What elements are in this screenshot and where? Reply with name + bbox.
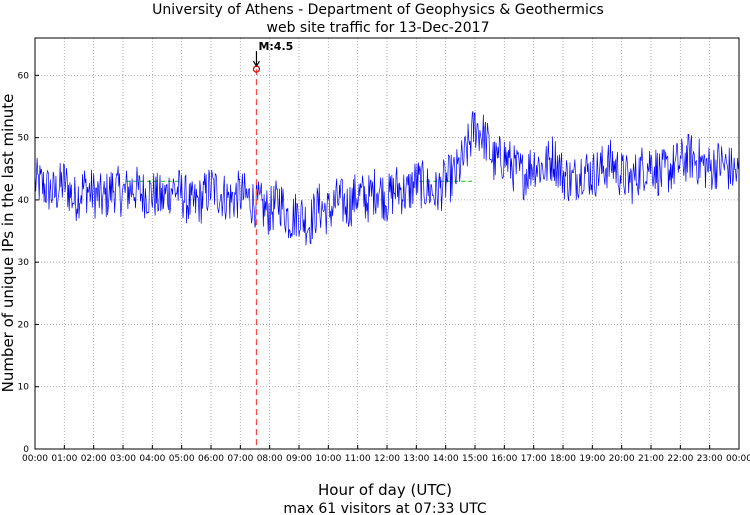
x-tick-label: 07:00 — [227, 454, 253, 464]
x-tick-label: 00:00 — [22, 454, 48, 464]
x-tick-label: 08:00 — [257, 454, 283, 464]
y-axis-label: Number of unique IPs in the last minute — [0, 94, 17, 393]
x-tick-label: 18:00 — [550, 454, 576, 464]
x-tick-label: 09:00 — [286, 454, 312, 464]
y-tick-label: 30 — [18, 258, 30, 268]
y-tick-label: 10 — [18, 383, 30, 393]
x-tick-label: 14:00 — [433, 454, 459, 464]
x-tick-label: 05:00 — [169, 454, 195, 464]
x-tick-label: 13:00 — [403, 454, 429, 464]
grid-lines — [34, 38, 740, 450]
y-tick-label: 50 — [18, 134, 30, 144]
y-tick-label: 0 — [23, 445, 29, 455]
series-group — [34, 111, 740, 246]
y-tick-labels: 0 10 20 30 40 50 60 — [18, 71, 30, 455]
annotation-group: M:4.5 — [252, 40, 293, 449]
max-marker — [252, 65, 261, 73]
chart-subtitle: web site traffic for 13-Dec-2017 — [267, 20, 490, 36]
x-tick-label: 04:00 — [139, 454, 165, 464]
x-tick-label: 15:00 — [462, 454, 488, 464]
x-tick-label: 01:00 — [51, 454, 77, 464]
x-tick-label: 17:00 — [521, 454, 547, 464]
x-tick-label: 19:00 — [579, 454, 605, 464]
x-tick-label: 21:00 — [638, 454, 664, 464]
event-label: M:4.5 — [258, 40, 293, 53]
x-tick-label: 02:00 — [81, 454, 107, 464]
x-tick-label: 11:00 — [345, 454, 371, 464]
y-tick-label: 40 — [18, 196, 30, 206]
x-tick-label: 23:00 — [697, 454, 723, 464]
plot-frame — [34, 37, 740, 450]
y-tick-label: 60 — [18, 71, 30, 81]
x-tick-label: 00:00 — [726, 454, 750, 464]
x-axis-label: Hour of day (UTC) — [318, 481, 452, 499]
x-tick-label: 20:00 — [609, 454, 635, 464]
x-tick-label: 16:00 — [491, 454, 517, 464]
x-tick-label: 06:00 — [198, 454, 224, 464]
traffic-series-line — [34, 111, 740, 246]
x-tick-labels: 00:00 01:00 02:00 03:00 04:00 05:00 06:00 07:00… — [22, 454, 750, 464]
x-tick-label: 22:00 — [667, 454, 693, 464]
x-tick-label: 03:00 — [110, 454, 136, 464]
x-tick-label: 12:00 — [374, 454, 400, 464]
y-tick-label: 20 — [18, 320, 30, 330]
chart-title: University of Athens - Department of Geo… — [152, 2, 604, 18]
x-tick-label: 10:00 — [315, 454, 341, 464]
max-visitors-note: max 61 visitors at 07:33 UTC — [283, 501, 486, 515]
